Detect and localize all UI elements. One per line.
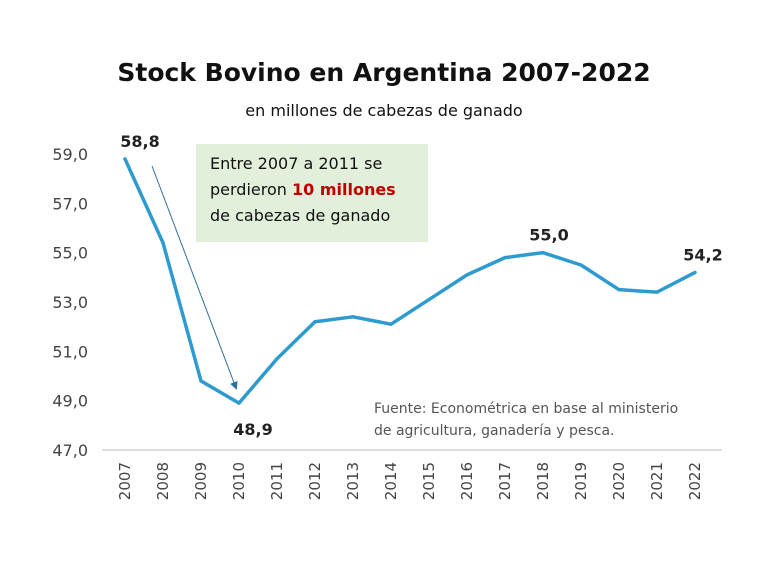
x-tick-label: 2021	[648, 462, 666, 500]
data-label: 54,2	[683, 245, 722, 264]
data-label: 48,9	[233, 420, 272, 439]
x-tick-label: 2011	[268, 462, 286, 500]
chart-subtitle: en millones de cabezas de ganado	[245, 101, 523, 120]
y-tick-label: 49,0	[52, 392, 88, 411]
data-point	[199, 379, 203, 383]
data-point	[465, 273, 469, 277]
x-tick-label: 2020	[610, 462, 628, 500]
x-tick-label: 2010	[230, 462, 248, 500]
data-point	[351, 315, 355, 319]
y-tick-label: 51,0	[52, 342, 88, 361]
data-points	[123, 157, 697, 405]
x-axis: 2007 2008 2009 2010 2011 2012 2013 2014 2015 2016…	[116, 462, 704, 500]
annotation-box: Entre 2007 a 2011 se perdieron 10 millon…	[196, 144, 428, 242]
annotation-highlight: 10 millones	[291, 180, 396, 199]
source-line-1: Fuente: Econométrica en base al minister…	[374, 401, 679, 417]
data-point	[655, 290, 659, 294]
chart-title: Stock Bovino en Argentina 2007-2022	[117, 58, 651, 87]
x-tick-label: 2016	[458, 462, 476, 500]
y-tick-label: 59,0	[52, 145, 88, 164]
data-point	[503, 256, 507, 260]
data-point	[579, 263, 583, 267]
data-point	[237, 401, 241, 405]
y-tick-label: 47,0	[52, 441, 88, 460]
annotation-line-3: de cabezas de ganado	[210, 206, 391, 225]
y-tick-label: 57,0	[52, 194, 88, 213]
x-tick-label: 2017	[496, 462, 514, 500]
y-tick-label: 53,0	[52, 293, 88, 312]
data-point	[161, 241, 165, 245]
data-point	[123, 157, 127, 161]
source-line-2: de agricultura, ganadería y pesca.	[374, 423, 615, 439]
series-line	[123, 157, 697, 405]
data-point	[693, 270, 697, 274]
data-point	[389, 322, 393, 326]
x-tick-label: 2014	[382, 462, 400, 500]
y-tick-label: 55,0	[52, 244, 88, 263]
data-labels: 58,8 48,9 55,0 54,2	[120, 132, 722, 439]
annotation-line-1: Entre 2007 a 2011 se	[210, 154, 383, 173]
x-tick-label: 2009	[192, 462, 210, 500]
data-point	[617, 288, 621, 292]
x-tick-label: 2022	[686, 462, 704, 500]
data-point	[541, 251, 545, 255]
annotation-line-2-prefix: perdieron	[210, 180, 292, 199]
trend-arrow	[151, 165, 238, 390]
x-tick-label: 2008	[154, 462, 172, 500]
data-point	[313, 320, 317, 324]
data-point	[427, 298, 431, 302]
data-label: 58,8	[120, 132, 159, 151]
source-note: Fuente: Econométrica en base al minister…	[374, 398, 754, 442]
x-tick-label: 2018	[534, 462, 552, 500]
data-label: 55,0	[529, 226, 568, 245]
x-tick-label: 2012	[306, 462, 324, 500]
x-tick-label: 2013	[344, 462, 362, 500]
x-tick-label: 2015	[420, 462, 438, 500]
x-tick-label: 2007	[116, 462, 134, 500]
data-point	[275, 357, 279, 361]
annotation-line-2: perdieron 10 millones	[210, 177, 418, 203]
y-axis: 59,0 57,0 55,0 53,0 51,0 49,0 47,0	[52, 145, 88, 460]
x-tick-label: 2019	[572, 462, 590, 500]
